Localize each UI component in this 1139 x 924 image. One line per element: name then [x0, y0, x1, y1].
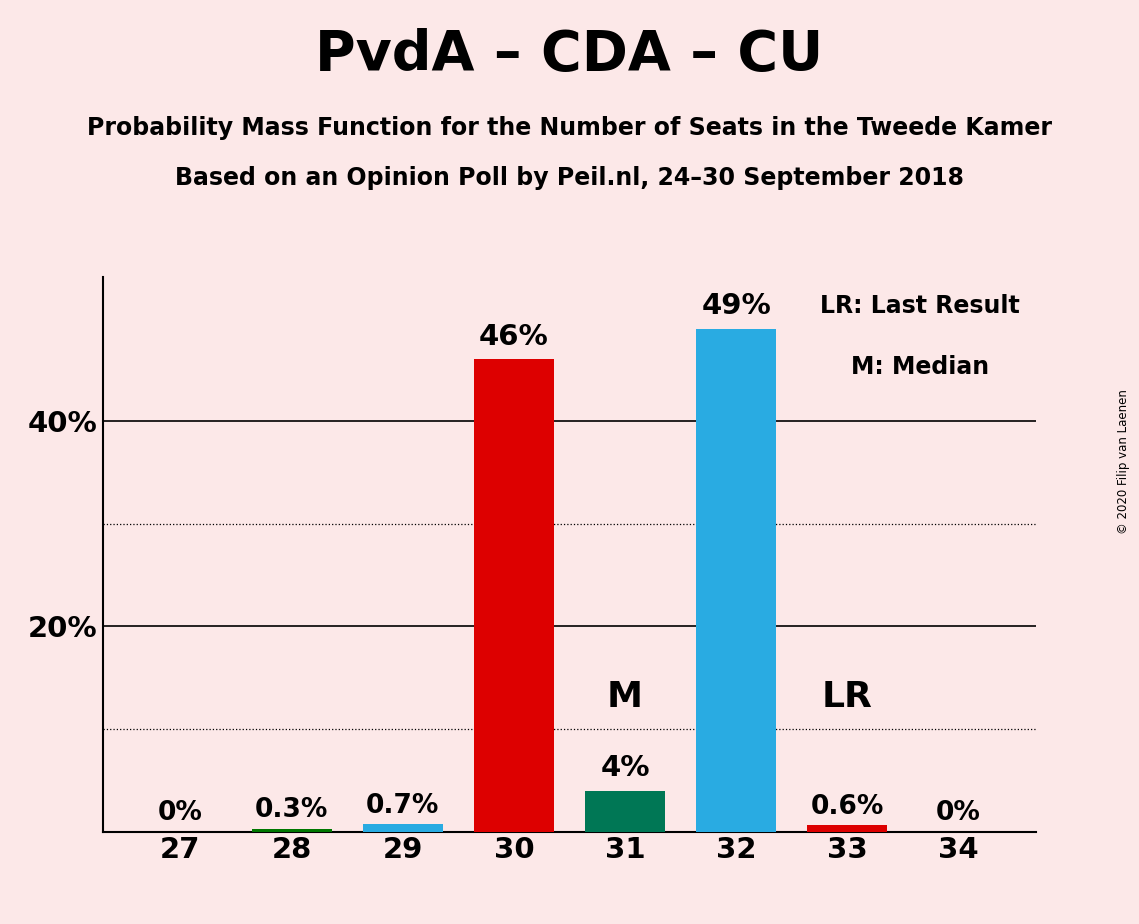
Text: M: M [607, 679, 644, 713]
Bar [474, 359, 554, 832]
Text: M: Median: M: Median [851, 355, 989, 379]
Bar [585, 791, 665, 832]
Text: 0.3%: 0.3% [255, 797, 328, 823]
Text: Based on an Opinion Poll by Peil.nl, 24–30 September 2018: Based on an Opinion Poll by Peil.nl, 24–… [175, 166, 964, 190]
Text: PvdA – CDA – CU: PvdA – CDA – CU [316, 28, 823, 81]
Text: © 2020 Filip van Laenen: © 2020 Filip van Laenen [1117, 390, 1130, 534]
Text: LR: LR [822, 679, 872, 713]
Text: 49%: 49% [702, 292, 771, 321]
Bar [252, 829, 331, 832]
Text: LR: Last Result: LR: Last Result [820, 294, 1019, 318]
Text: 0%: 0% [936, 800, 981, 826]
Text: 0.7%: 0.7% [366, 794, 440, 820]
Bar [362, 824, 443, 832]
Text: 0.6%: 0.6% [811, 795, 884, 821]
Text: Probability Mass Function for the Number of Seats in the Tweede Kamer: Probability Mass Function for the Number… [87, 116, 1052, 140]
Text: 0%: 0% [158, 800, 203, 826]
Bar [696, 329, 777, 832]
Bar [808, 825, 887, 832]
Text: 46%: 46% [480, 323, 549, 351]
Text: 4%: 4% [600, 754, 650, 783]
